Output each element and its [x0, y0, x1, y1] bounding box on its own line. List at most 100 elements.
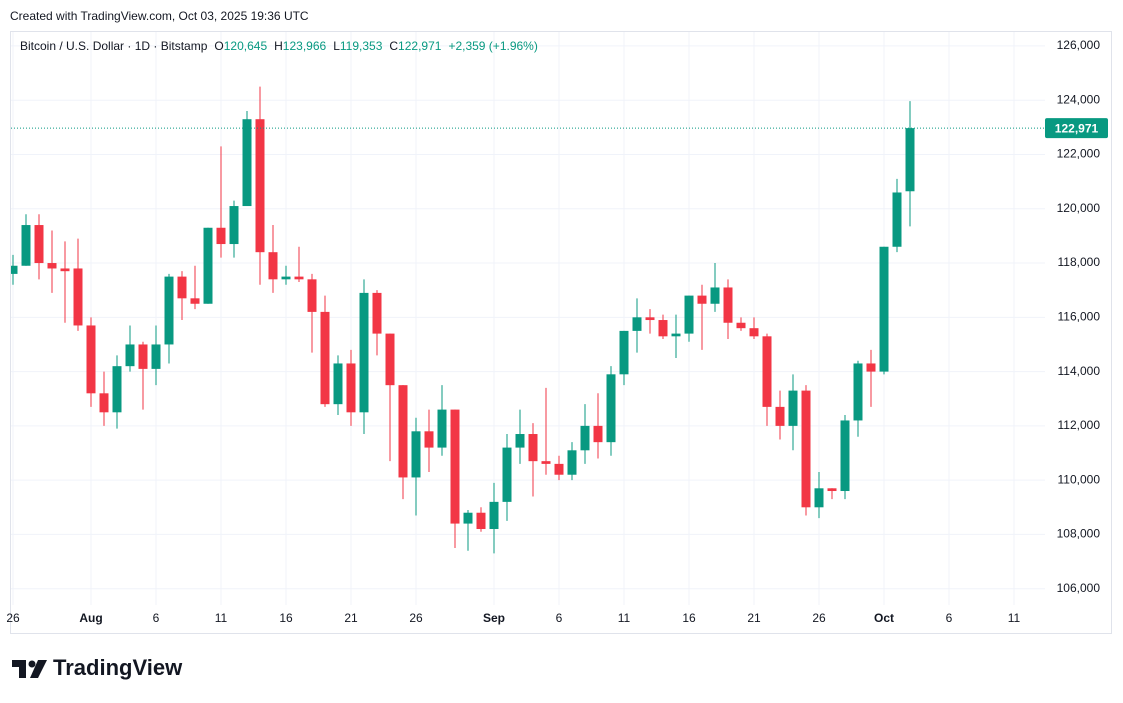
- x-tick-label: 11: [215, 611, 228, 625]
- pane-frame: [10, 31, 1112, 634]
- candle-body: [762, 336, 772, 407]
- x-tick-label: 21: [344, 611, 358, 625]
- candle-body: [229, 206, 239, 245]
- x-tick-label: 16: [682, 611, 696, 625]
- x-tick-label: 6: [946, 611, 953, 625]
- last-price-badge: [1045, 118, 1108, 139]
- last-price-label: 122,971: [1055, 121, 1099, 135]
- candle-body: [450, 409, 460, 524]
- x-tick-label: 11: [1008, 611, 1021, 625]
- symbol-title: Bitcoin / U.S. Dollar · 1D · Bitstamp: [20, 39, 208, 53]
- candle-body: [359, 292, 369, 413]
- candle-body: [320, 311, 330, 405]
- candle-body: [112, 366, 122, 413]
- candle-body: [437, 409, 447, 448]
- candle-body: [658, 320, 668, 337]
- y-tick-label: 106,000: [1057, 581, 1101, 595]
- y-tick-label: 122,000: [1057, 147, 1101, 161]
- candle-body: [242, 119, 252, 207]
- x-tick-label: 26: [6, 611, 20, 625]
- candle-body: [840, 420, 850, 492]
- candle-body: [892, 192, 902, 247]
- candle-body: [372, 292, 382, 334]
- candle-body: [294, 276, 304, 280]
- candle-body: [281, 276, 291, 280]
- ohlc-label: H: [274, 39, 283, 53]
- candle-body: [73, 268, 83, 326]
- candle-body: [710, 287, 720, 304]
- candle-body: [853, 363, 863, 421]
- candle-body: [814, 488, 824, 508]
- candle-body: [827, 488, 837, 492]
- candle-body: [645, 317, 655, 321]
- candle-body: [307, 279, 317, 312]
- x-tick-label: 16: [279, 611, 293, 625]
- candle-body: [567, 450, 577, 475]
- candle-body: [60, 268, 70, 272]
- candle-body: [216, 227, 226, 245]
- candle-body: [47, 263, 57, 269]
- candle-body: [905, 128, 915, 192]
- candle-body: [385, 333, 395, 386]
- y-tick-label: 116,000: [1058, 309, 1101, 323]
- candle-body: [177, 276, 187, 299]
- ohlc-value: 122,971: [398, 39, 442, 53]
- candle-body: [593, 425, 603, 443]
- x-tick-label: 21: [747, 611, 761, 625]
- candle-body: [684, 295, 694, 334]
- candle-body: [463, 512, 473, 524]
- candle-body: [541, 461, 551, 464]
- brand: TradingView: [53, 655, 183, 680]
- candle-body: [138, 344, 148, 369]
- y-tick-label: 112,000: [1058, 418, 1101, 432]
- ohlc-value: 119,353: [340, 39, 383, 53]
- x-tick-label: Sep: [483, 611, 505, 625]
- candle-body: [424, 431, 434, 448]
- x-tick-label: 11: [618, 611, 631, 625]
- candle-body: [346, 363, 356, 413]
- brand-logo: [12, 660, 47, 678]
- candle-body: [125, 344, 135, 367]
- candle-body: [515, 434, 525, 448]
- candle-body: [86, 325, 96, 394]
- axes: 106,000 108,000 110,000 112,000 114,000 116,0…: [6, 38, 1108, 625]
- candle-body: [190, 298, 200, 304]
- ohlc-label: C: [389, 39, 398, 53]
- candles: [11, 86, 915, 554]
- candle-body: [333, 363, 343, 405]
- candle-body: [411, 431, 421, 478]
- candle-body: [723, 287, 733, 323]
- x-tick-label: 6: [556, 611, 563, 625]
- y-tick-label: 124,000: [1057, 92, 1101, 106]
- candle-body: [151, 344, 161, 369]
- candle-body: [164, 276, 174, 345]
- candle-body: [11, 265, 18, 274]
- candle-body: [801, 390, 811, 508]
- y-tick-label: 108,000: [1057, 527, 1101, 541]
- candle-body: [502, 447, 512, 502]
- candle-body: [866, 363, 876, 372]
- candle-body: [554, 463, 564, 475]
- y-tick-label: 120,000: [1057, 201, 1101, 215]
- candle-body: [34, 225, 44, 264]
- candle-body: [879, 246, 889, 372]
- candle-body: [99, 393, 109, 413]
- candle-body: [775, 406, 785, 426]
- candle-body: [619, 330, 629, 375]
- ohlc-label: O: [214, 39, 223, 53]
- candle-body: [606, 374, 616, 443]
- y-tick-label: 114,000: [1058, 364, 1101, 378]
- candle-body: [489, 501, 499, 530]
- ohlc-label: L: [333, 39, 340, 53]
- y-tick-label: 118,000: [1058, 255, 1101, 269]
- candle-body: [476, 512, 486, 530]
- candle-body: [203, 227, 213, 304]
- candle-body: [580, 425, 590, 451]
- candle-body: [671, 333, 681, 337]
- candle-body: [268, 252, 278, 280]
- candle-body: [632, 317, 642, 331]
- x-tick-label: Oct: [874, 611, 894, 625]
- created-note: Created with TradingView.com, Oct 03, 20…: [10, 9, 309, 23]
